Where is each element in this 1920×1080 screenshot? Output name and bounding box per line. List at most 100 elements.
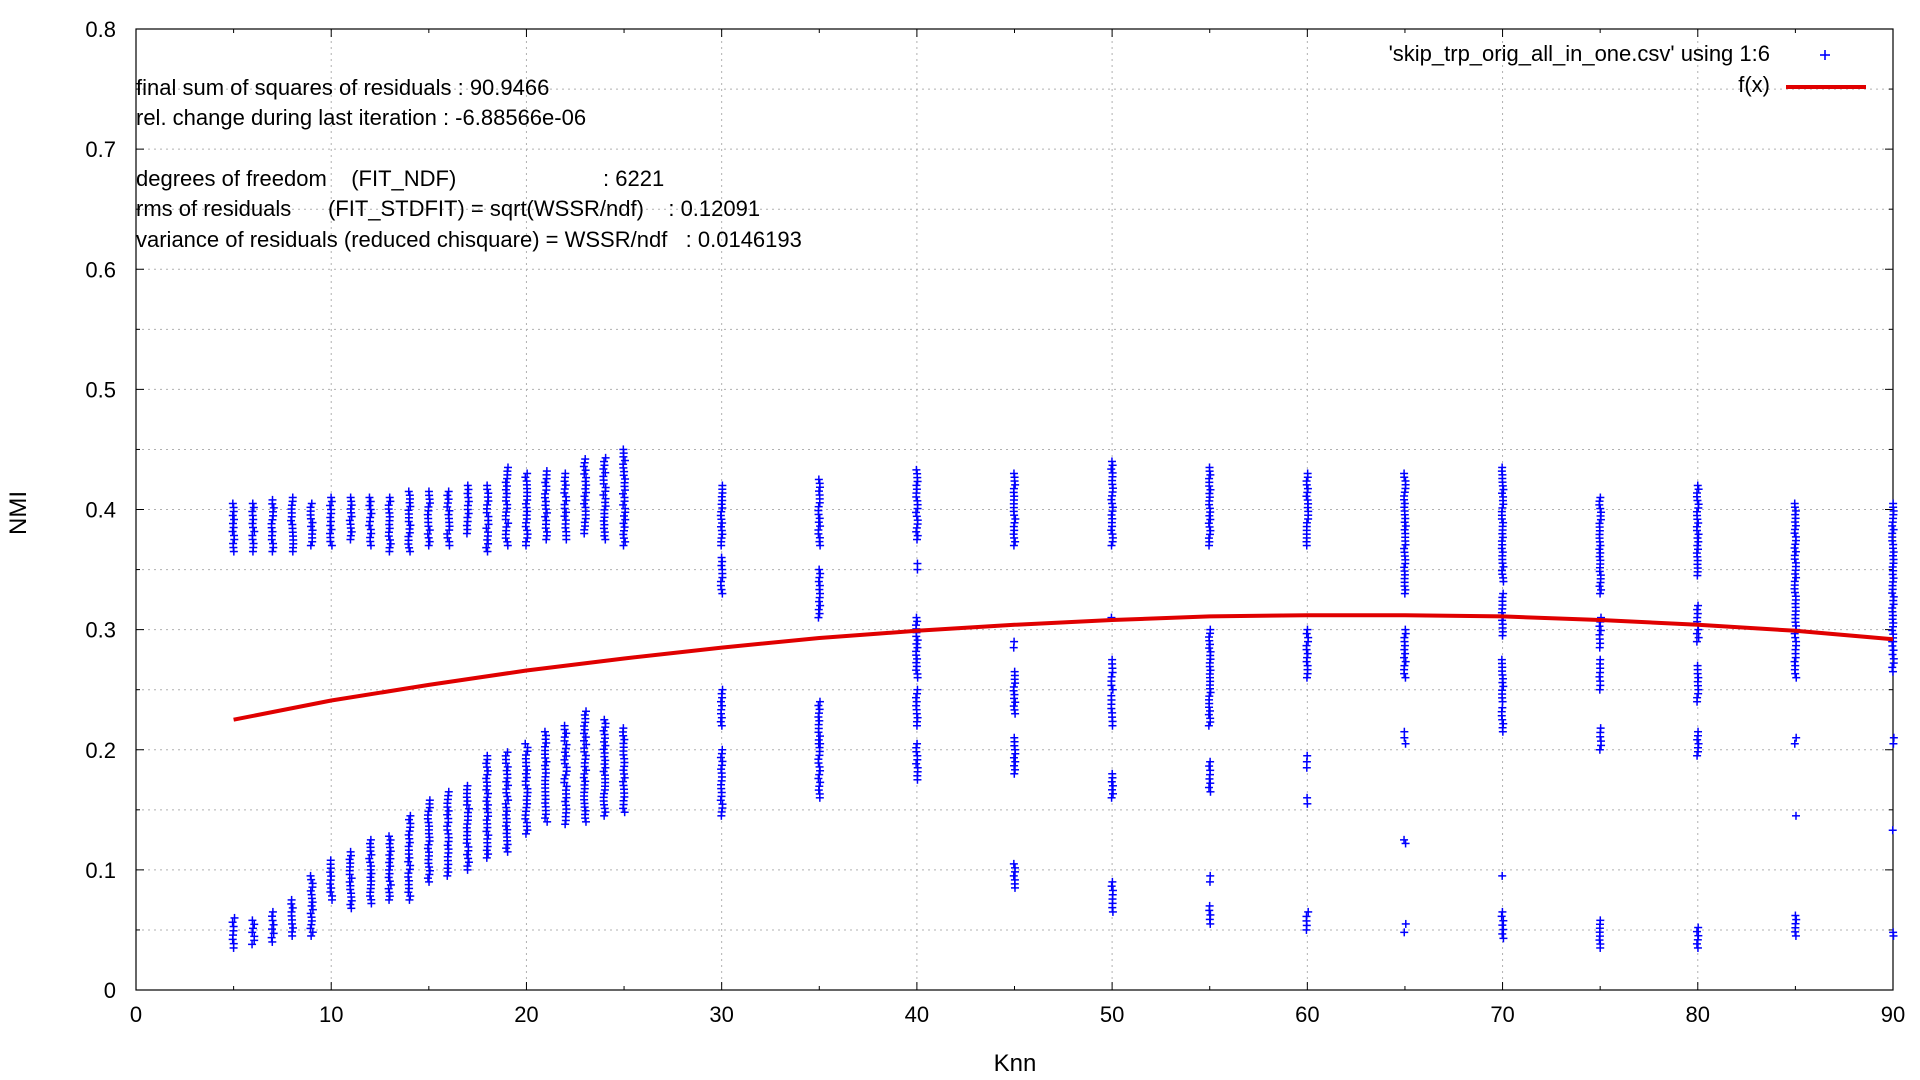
- scatter-point: [912, 693, 921, 702]
- scatter-point: [1108, 886, 1117, 895]
- scatter-point: [483, 481, 492, 490]
- scatter-point: [579, 729, 588, 738]
- scatter-point: [463, 781, 472, 790]
- scatter-point: [326, 529, 335, 538]
- scatter-point: [1888, 626, 1897, 635]
- scatter-point: [1693, 661, 1702, 670]
- scatter-point: [484, 850, 493, 859]
- scatter-point: [484, 512, 493, 521]
- scatter-point: [1596, 504, 1605, 513]
- scatter-point: [502, 482, 511, 491]
- scatter-point: [502, 844, 511, 853]
- scatter-point: [1889, 646, 1898, 655]
- scatter-point: [561, 516, 570, 525]
- scatter-point: [814, 701, 823, 710]
- scatter-point: [717, 507, 726, 516]
- scatter-point: [913, 531, 922, 540]
- scatter-point: [1400, 525, 1409, 534]
- scatter-point: [521, 777, 530, 786]
- scatter-point: [718, 745, 727, 754]
- scatter-point: [1206, 485, 1215, 494]
- scatter-point: [716, 717, 725, 726]
- scatter-point: [1401, 919, 1410, 928]
- scatter-point: [1693, 943, 1702, 952]
- scatter-point: [229, 539, 238, 548]
- scatter-point: [230, 913, 239, 922]
- scatter-point: [365, 501, 374, 510]
- scatter-point: [1107, 793, 1116, 802]
- scatter-point: [581, 817, 590, 826]
- scatter-point: [1497, 655, 1506, 664]
- scatter-point: [912, 613, 921, 622]
- scatter-point: [1400, 563, 1409, 572]
- scatter-point: [1108, 655, 1117, 664]
- axis-ticks: [135, 28, 1894, 991]
- scatter-point: [913, 739, 922, 748]
- scatter-point: [365, 493, 374, 502]
- scatter-point: [913, 751, 922, 760]
- scatter-point: [248, 928, 257, 937]
- scatter-point: [562, 752, 571, 761]
- scatter-point: [346, 900, 355, 909]
- scatter-point: [504, 796, 513, 805]
- scatter-point: [1204, 534, 1213, 543]
- scatter-point: [913, 654, 922, 663]
- scatter-point: [1499, 916, 1508, 925]
- scatter-point: [619, 519, 628, 528]
- scatter-point: [560, 748, 569, 757]
- y-tick-label: 0.3: [85, 618, 116, 643]
- scatter-point: [1401, 739, 1410, 748]
- scatter-point: [540, 727, 549, 736]
- scatter-point: [1401, 649, 1410, 658]
- scatter-point: [521, 499, 530, 508]
- scatter-point: [230, 515, 239, 524]
- scatter-point: [228, 527, 237, 536]
- scatter-point: [580, 525, 589, 534]
- scatter-point: [347, 527, 356, 536]
- scatter-point: [1400, 469, 1409, 478]
- scatter-point: [620, 493, 629, 502]
- scatter-point: [542, 467, 551, 476]
- scatter-point: [288, 927, 297, 936]
- scatter-point: [444, 806, 453, 815]
- scatter-point: [815, 697, 824, 706]
- scatter-point: [1108, 789, 1117, 798]
- scatter-point: [405, 815, 414, 824]
- scatter-point: [1595, 519, 1604, 528]
- scatter-point: [346, 504, 355, 513]
- scatter-point: [1595, 630, 1604, 639]
- scatter-point: [345, 516, 354, 525]
- scatter-point: [307, 890, 316, 899]
- scatter-point: [1206, 647, 1215, 656]
- scatter-point: [620, 808, 629, 817]
- scatter-point: [815, 609, 824, 618]
- x-tick-label: 60: [1295, 1002, 1319, 1027]
- scatter-point: [367, 877, 376, 886]
- y-axis-label: NMI: [5, 491, 32, 535]
- scatter-point: [580, 780, 589, 789]
- scatter-point: [913, 636, 922, 645]
- scatter-point: [912, 658, 921, 667]
- scatter-point: [1792, 637, 1801, 646]
- scatter-point: [1400, 653, 1409, 662]
- scatter-point: [816, 522, 825, 531]
- scatter-point: [443, 491, 452, 500]
- scatter-point: [444, 495, 453, 504]
- scatter-point: [464, 854, 473, 863]
- scatter-point: [542, 757, 551, 766]
- scatter-point: [228, 519, 237, 528]
- scatter-point: [345, 855, 354, 864]
- scatter-point: [580, 492, 589, 501]
- scatter-point: [384, 501, 393, 510]
- scatter-point: [717, 713, 726, 722]
- scatter-point: [913, 516, 922, 525]
- scatter-point: [425, 866, 434, 875]
- scatter-point: [484, 539, 493, 548]
- scatter-point: [268, 495, 277, 504]
- scatter-point: [484, 489, 493, 498]
- scatter-point: [385, 832, 394, 841]
- scatter-point: [1692, 927, 1701, 936]
- scatter-point: [366, 497, 375, 506]
- scatter-point: [1205, 463, 1214, 472]
